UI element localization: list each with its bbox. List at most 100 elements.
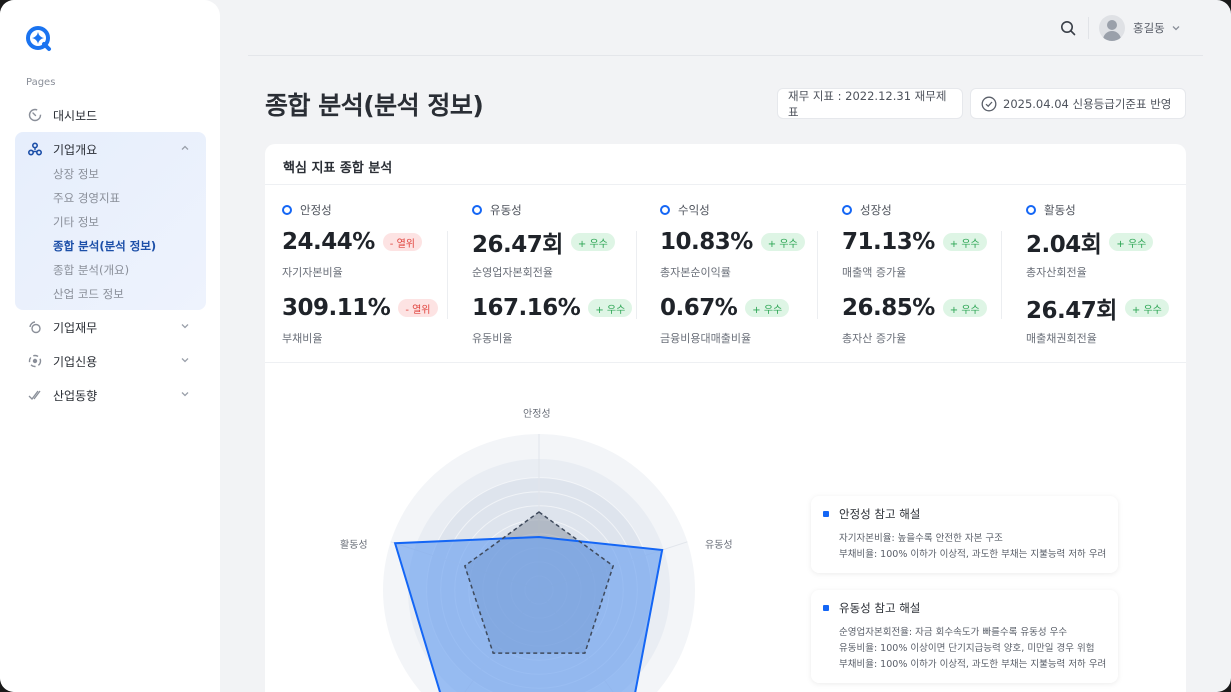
reference-card-stability: 안정성 참고 해설 자기자본비율: 높을수록 안전한 자본 구조 부채비율: 1… (811, 496, 1118, 573)
radar-chart: 안정성 유동성 활동성 (265, 363, 805, 692)
status-badge: + 우수 (570, 233, 615, 251)
reference-line: 유동비율: 100% 이상이면 단기지급능력 양호, 미만일 경우 위험 (839, 643, 1095, 654)
trend-icon (28, 388, 42, 402)
metric-label: 매출액 증가율 (842, 266, 907, 279)
finance-icon (28, 320, 42, 334)
bullet-icon (823, 605, 829, 611)
header-divider (248, 55, 1203, 56)
column-divider (447, 231, 448, 319)
metric-group-liquidity: 유동성 26.47회 + 우수 순영업자본회전율 167.16% + 우수 유동비율 (472, 202, 652, 346)
reference-line: 부채비율: 100% 이하가 이상적, 과도한 부채는 지불능력 저하 우려 (839, 659, 1107, 670)
metric-label: 총자산 증가율 (842, 332, 907, 345)
reference-line: 순영업자본회전율: 자금 회수속도가 빠를수록 유동성 우수 (839, 627, 1068, 638)
chevron-down-icon[interactable] (180, 355, 190, 365)
credit-basis-chip: 2025.04.04 신용등급기준표 반영 (970, 88, 1186, 119)
metric-label: 부채비율 (282, 332, 323, 345)
credit-basis-text: 2025.04.04 신용등급기준표 반영 (1003, 96, 1172, 111)
credit-icon (28, 354, 42, 368)
ring-icon (660, 205, 670, 215)
metric-label: 유동비율 (472, 332, 513, 345)
reference-line: 부채비율: 100% 이하가 이상적, 과도한 부채는 지불능력 저하 우려 (839, 549, 1107, 560)
sidebar-item-company-overview[interactable]: 기업개요 (15, 134, 206, 164)
column-divider (1001, 231, 1002, 319)
chevron-up-icon[interactable] (180, 143, 190, 153)
sidebar-item-dashboard[interactable]: 대시보드 (15, 100, 206, 130)
reference-title: 안정성 참고 해설 (839, 507, 921, 521)
sidebar-item-industry-trends[interactable]: 산업동향 (15, 380, 206, 410)
metric-value: 26.47회 (1026, 298, 1117, 324)
status-badge: + 우수 (745, 299, 790, 317)
core-metrics-card: 핵심 지표 종합 분석 안정성 24.44% - 열위 자기자본비율 309.11… (265, 144, 1186, 692)
chevron-down-icon[interactable] (180, 389, 190, 399)
status-badge: + 우수 (942, 233, 987, 251)
sidebar-item-label: 대시보드 (53, 108, 98, 123)
metric-value: 26.47회 (472, 232, 563, 258)
metric-value: 10.83% (660, 229, 753, 255)
user-name: 홍길동 (1133, 21, 1165, 35)
sidebar-item-label: 산업동향 (53, 388, 98, 403)
sidebar-item-finance[interactable]: 기업재무 (15, 312, 206, 342)
section-label: Pages (26, 77, 56, 88)
metric-category: 수익성 (678, 203, 710, 217)
metric-category: 안정성 (300, 203, 332, 217)
metric-label: 총자본순이익률 (660, 266, 731, 279)
financial-basis-text: 재무 지표 : 2022.12.31 재무제표 (788, 88, 947, 119)
metric-category: 성장성 (860, 203, 892, 217)
sidebar-subitem-other-info[interactable]: 기타 정보 (53, 215, 99, 229)
gauge-icon (28, 108, 42, 122)
metric-label: 금융비용대매출비율 (660, 332, 752, 345)
status-badge: + 우수 (760, 233, 805, 251)
divider (265, 362, 1186, 363)
sidebar-item-label: 기업개요 (53, 142, 98, 157)
reference-title: 유동성 참고 해설 (839, 601, 921, 615)
radar-chart-svg (383, 434, 695, 692)
sidebar-item-label: 기업신용 (53, 354, 98, 369)
status-badge: + 우수 (1109, 233, 1154, 251)
chevron-down-icon[interactable] (180, 321, 190, 331)
sidebar-subitem-analysis-overview[interactable]: 종합 분석(개요) (53, 263, 130, 277)
sidebar-subitem-listing-info[interactable]: 상장 정보 (53, 167, 99, 181)
metric-value: 167.16% (472, 295, 581, 321)
sidebar-subitem-industry-code[interactable]: 산업 코드 정보 (53, 287, 124, 301)
check-circle-icon (981, 96, 997, 111)
metric-label: 매출채권회전율 (1026, 332, 1097, 345)
sidebar: Pages 대시보드 기업개요 상장 정보 주요 경영지표 기타 정보 종합 분… (0, 0, 220, 692)
metric-value: 0.67% (660, 295, 738, 321)
logo-icon[interactable] (26, 26, 52, 52)
page-title: 종합 분석(분석 정보) (265, 91, 484, 120)
status-badge: - 열위 (382, 233, 422, 251)
avatar (1099, 15, 1125, 41)
metric-label: 순영업자본회전율 (472, 266, 553, 279)
metric-value: 24.44% (282, 229, 375, 255)
metric-group-stability: 안정성 24.44% - 열위 자기자본비율 309.11% - 열위 부채비율 (282, 202, 462, 346)
metric-value: 71.13% (842, 229, 935, 255)
nodes-icon (28, 142, 42, 156)
metric-category: 활동성 (1044, 203, 1076, 217)
user-menu[interactable]: 홍길동 (1099, 15, 1181, 41)
metric-value: 2.04회 (1026, 232, 1102, 258)
status-badge: + 우수 (588, 299, 633, 317)
status-badge: + 우수 (942, 299, 987, 317)
card-title: 핵심 지표 종합 분석 (283, 161, 393, 176)
reference-line: 자기자본비율: 높을수록 안전한 자본 구조 (839, 533, 1003, 544)
ring-icon (282, 205, 292, 215)
sidebar-group-company-overview: 기업개요 상장 정보 주요 경영지표 기타 정보 종합 분석(분석 정보) 종합… (15, 132, 206, 310)
metric-value: 309.11% (282, 295, 391, 321)
sidebar-subitem-analysis-info[interactable]: 종합 분석(분석 정보) (53, 239, 157, 253)
sidebar-item-credit[interactable]: 기업신용 (15, 346, 206, 376)
financial-basis-chip: 재무 지표 : 2022.12.31 재무제표 (777, 88, 963, 119)
metric-label: 총자산회전율 (1026, 266, 1087, 279)
divider (265, 184, 1186, 185)
ring-icon (472, 205, 482, 215)
topbar-divider (1088, 17, 1089, 39)
sidebar-item-label: 기업재무 (53, 320, 98, 335)
search-icon[interactable] (1059, 19, 1077, 37)
status-badge: - 열위 (398, 299, 438, 317)
metric-group-profitability: 수익성 10.83% + 우수 총자본순이익률 0.67% + 우수 금융비용대매출… (660, 202, 840, 346)
bullet-icon (823, 511, 829, 517)
axis-label-stability: 안정성 (523, 409, 551, 420)
ring-icon (842, 205, 852, 215)
sidebar-subitem-key-indicators[interactable]: 주요 경영지표 (53, 191, 121, 205)
metric-value: 26.85% (842, 295, 935, 321)
